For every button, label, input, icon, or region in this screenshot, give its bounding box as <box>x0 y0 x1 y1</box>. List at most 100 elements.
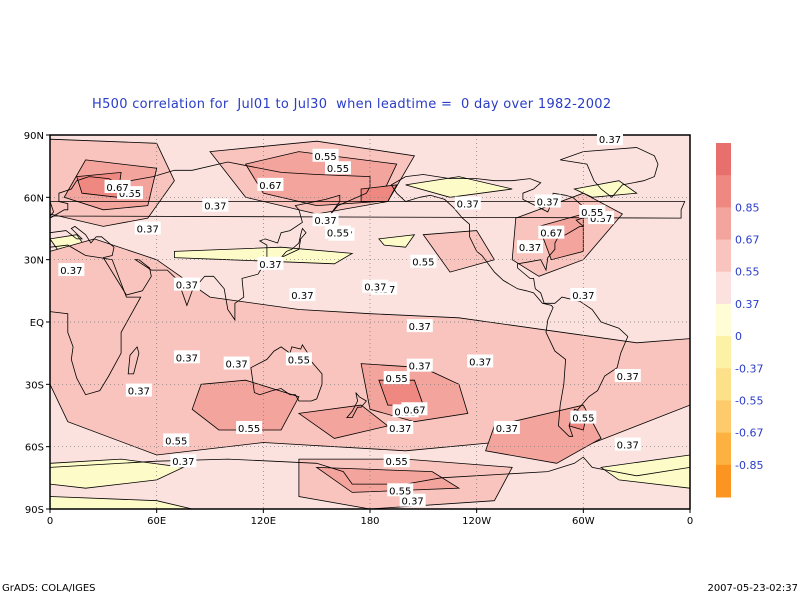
contour-label: 0.37 <box>597 132 623 146</box>
contour-label: 0.55 <box>325 161 351 175</box>
svg-text:0.67: 0.67 <box>259 181 281 192</box>
contour-label: 0.37 <box>58 263 85 277</box>
coastline <box>50 456 690 509</box>
svg-text:0.37: 0.37 <box>389 424 411 435</box>
svg-text:0.37: 0.37 <box>590 214 612 225</box>
svg-text:0.55: 0.55 <box>119 189 141 200</box>
contour-label: 0.55 <box>285 352 312 366</box>
coastline <box>250 344 323 402</box>
svg-text:0.37: 0.37 <box>176 281 198 292</box>
footer-credit: GrADS: COLA/IGES <box>2 583 96 594</box>
legend-swatch <box>716 271 731 305</box>
legend-swatch <box>716 464 731 498</box>
correlation-region <box>405 176 513 198</box>
svg-text:0.55: 0.55 <box>389 486 411 497</box>
svg-text:0.55: 0.55 <box>572 414 594 425</box>
svg-text:0.37: 0.37 <box>599 135 621 146</box>
svg-text:0.37: 0.37 <box>60 266 82 277</box>
svg-text:0.55: 0.55 <box>327 164 349 175</box>
svg-text:0.37: 0.37 <box>617 372 639 383</box>
longitude-tick-label: 120W <box>462 516 491 527</box>
svg-text:0.37: 0.37 <box>259 260 281 271</box>
svg-text:0.37: 0.37 <box>496 424 518 435</box>
svg-text:0.37: 0.37 <box>128 387 150 398</box>
contour-label: 0.37 <box>467 354 494 368</box>
grid-lines <box>50 135 690 509</box>
contour-label: 0.55 <box>383 454 410 468</box>
correlation-region <box>50 496 193 509</box>
svg-text:0.37: 0.37 <box>172 457 194 468</box>
legend-swatch <box>716 432 731 466</box>
legend-swatch <box>716 303 731 337</box>
contour-label: 0.37 <box>399 493 426 508</box>
svg-text:0.55: 0.55 <box>165 436 187 447</box>
contour-label: 0.37 <box>362 279 389 294</box>
legend-swatch <box>716 239 731 273</box>
svg-text:0.55: 0.55 <box>386 374 408 385</box>
legend-swatch <box>716 207 731 241</box>
svg-text:0.37: 0.37 <box>572 291 594 302</box>
contour-label: 0.37 <box>454 196 481 211</box>
legend-label: 0 <box>735 330 742 343</box>
legend-swatch <box>716 400 731 434</box>
svg-text:0.67: 0.67 <box>403 405 425 416</box>
coastline <box>50 244 142 396</box>
legend-label: -0.37 <box>735 362 763 375</box>
longitude-tick-label: 0 <box>47 516 53 527</box>
svg-text:0.55: 0.55 <box>412 258 434 269</box>
contour-label: 0.55 <box>383 371 410 385</box>
contour-label: 0.37 <box>614 437 641 452</box>
contour-label: 0.55 <box>312 148 339 163</box>
contour-label: 0.37 <box>570 287 597 302</box>
svg-text:0.37: 0.37 <box>291 291 313 302</box>
contour-label: 0.55 <box>579 204 606 219</box>
svg-text:0.37: 0.37 <box>409 322 431 333</box>
contour-label: 0.37 <box>173 277 200 292</box>
color-legend: 0.85 0.67 0.55 0.37 0 -0.37 -0.55 -0.67 -0.85 <box>716 143 763 498</box>
legend-swatch <box>716 336 731 369</box>
svg-text:0.37: 0.37 <box>457 200 479 211</box>
contour-label: 0.37 <box>289 287 316 302</box>
footer-timestamp: 2007-05-23-02:37 <box>707 583 798 594</box>
contour-label: 0.37 <box>173 350 200 364</box>
contour-label: 0.37 <box>257 256 284 271</box>
legend-label: 0.55 <box>735 266 760 279</box>
svg-text:0.37: 0.37 <box>137 225 159 236</box>
legend-swatch <box>716 368 731 401</box>
legend-label: 0.85 <box>735 201 760 214</box>
svg-text:0.37: 0.37 <box>364 283 386 294</box>
svg-text:0.37: 0.37 <box>469 357 491 368</box>
contour-label: 0.55 <box>325 225 351 240</box>
contour-label: 0.37 <box>614 369 641 383</box>
legend-label: -0.67 <box>735 427 763 440</box>
coastline <box>50 201 686 219</box>
latitude-tick-label: 30S <box>25 380 44 391</box>
contour-label: 0.55 <box>410 254 437 269</box>
contour-label: 0.55 <box>570 410 597 425</box>
latitude-tick-label: 60N <box>24 193 44 204</box>
svg-text:0.67: 0.67 <box>540 229 562 240</box>
contour-label: 0.37 <box>534 194 561 208</box>
svg-text:0.37: 0.37 <box>402 497 424 508</box>
contour-label: 0.37 <box>406 358 433 373</box>
longitude-tick-label: 60E <box>147 516 166 527</box>
longitude-axis: 0 60E 120E 180 120W 60W 0 <box>47 509 693 527</box>
svg-text:0.37: 0.37 <box>226 360 248 371</box>
contour-label: 0.37 <box>134 221 161 236</box>
svg-text:0.55: 0.55 <box>288 355 310 366</box>
contour-label: 0.37 <box>406 319 433 333</box>
svg-text:0.55: 0.55 <box>581 208 603 219</box>
longitude-tick-label: 60W <box>572 516 595 527</box>
contour-label: 0.55 <box>163 433 190 447</box>
legend-label: 0.37 <box>735 298 760 311</box>
contour-label: 0.37 <box>312 213 339 227</box>
correlation-region <box>191 379 300 431</box>
svg-text:0.37: 0.37 <box>204 202 226 213</box>
legend-label: -0.85 <box>735 459 763 472</box>
svg-text:0.37: 0.37 <box>519 243 541 254</box>
latitude-tick-label: 90N <box>24 131 44 142</box>
chart-title: H500 correlation for Jul01 to Jul30 when… <box>92 97 612 112</box>
contour-label: 0.67 <box>257 177 284 192</box>
contour-label: 0.67 <box>538 225 565 240</box>
